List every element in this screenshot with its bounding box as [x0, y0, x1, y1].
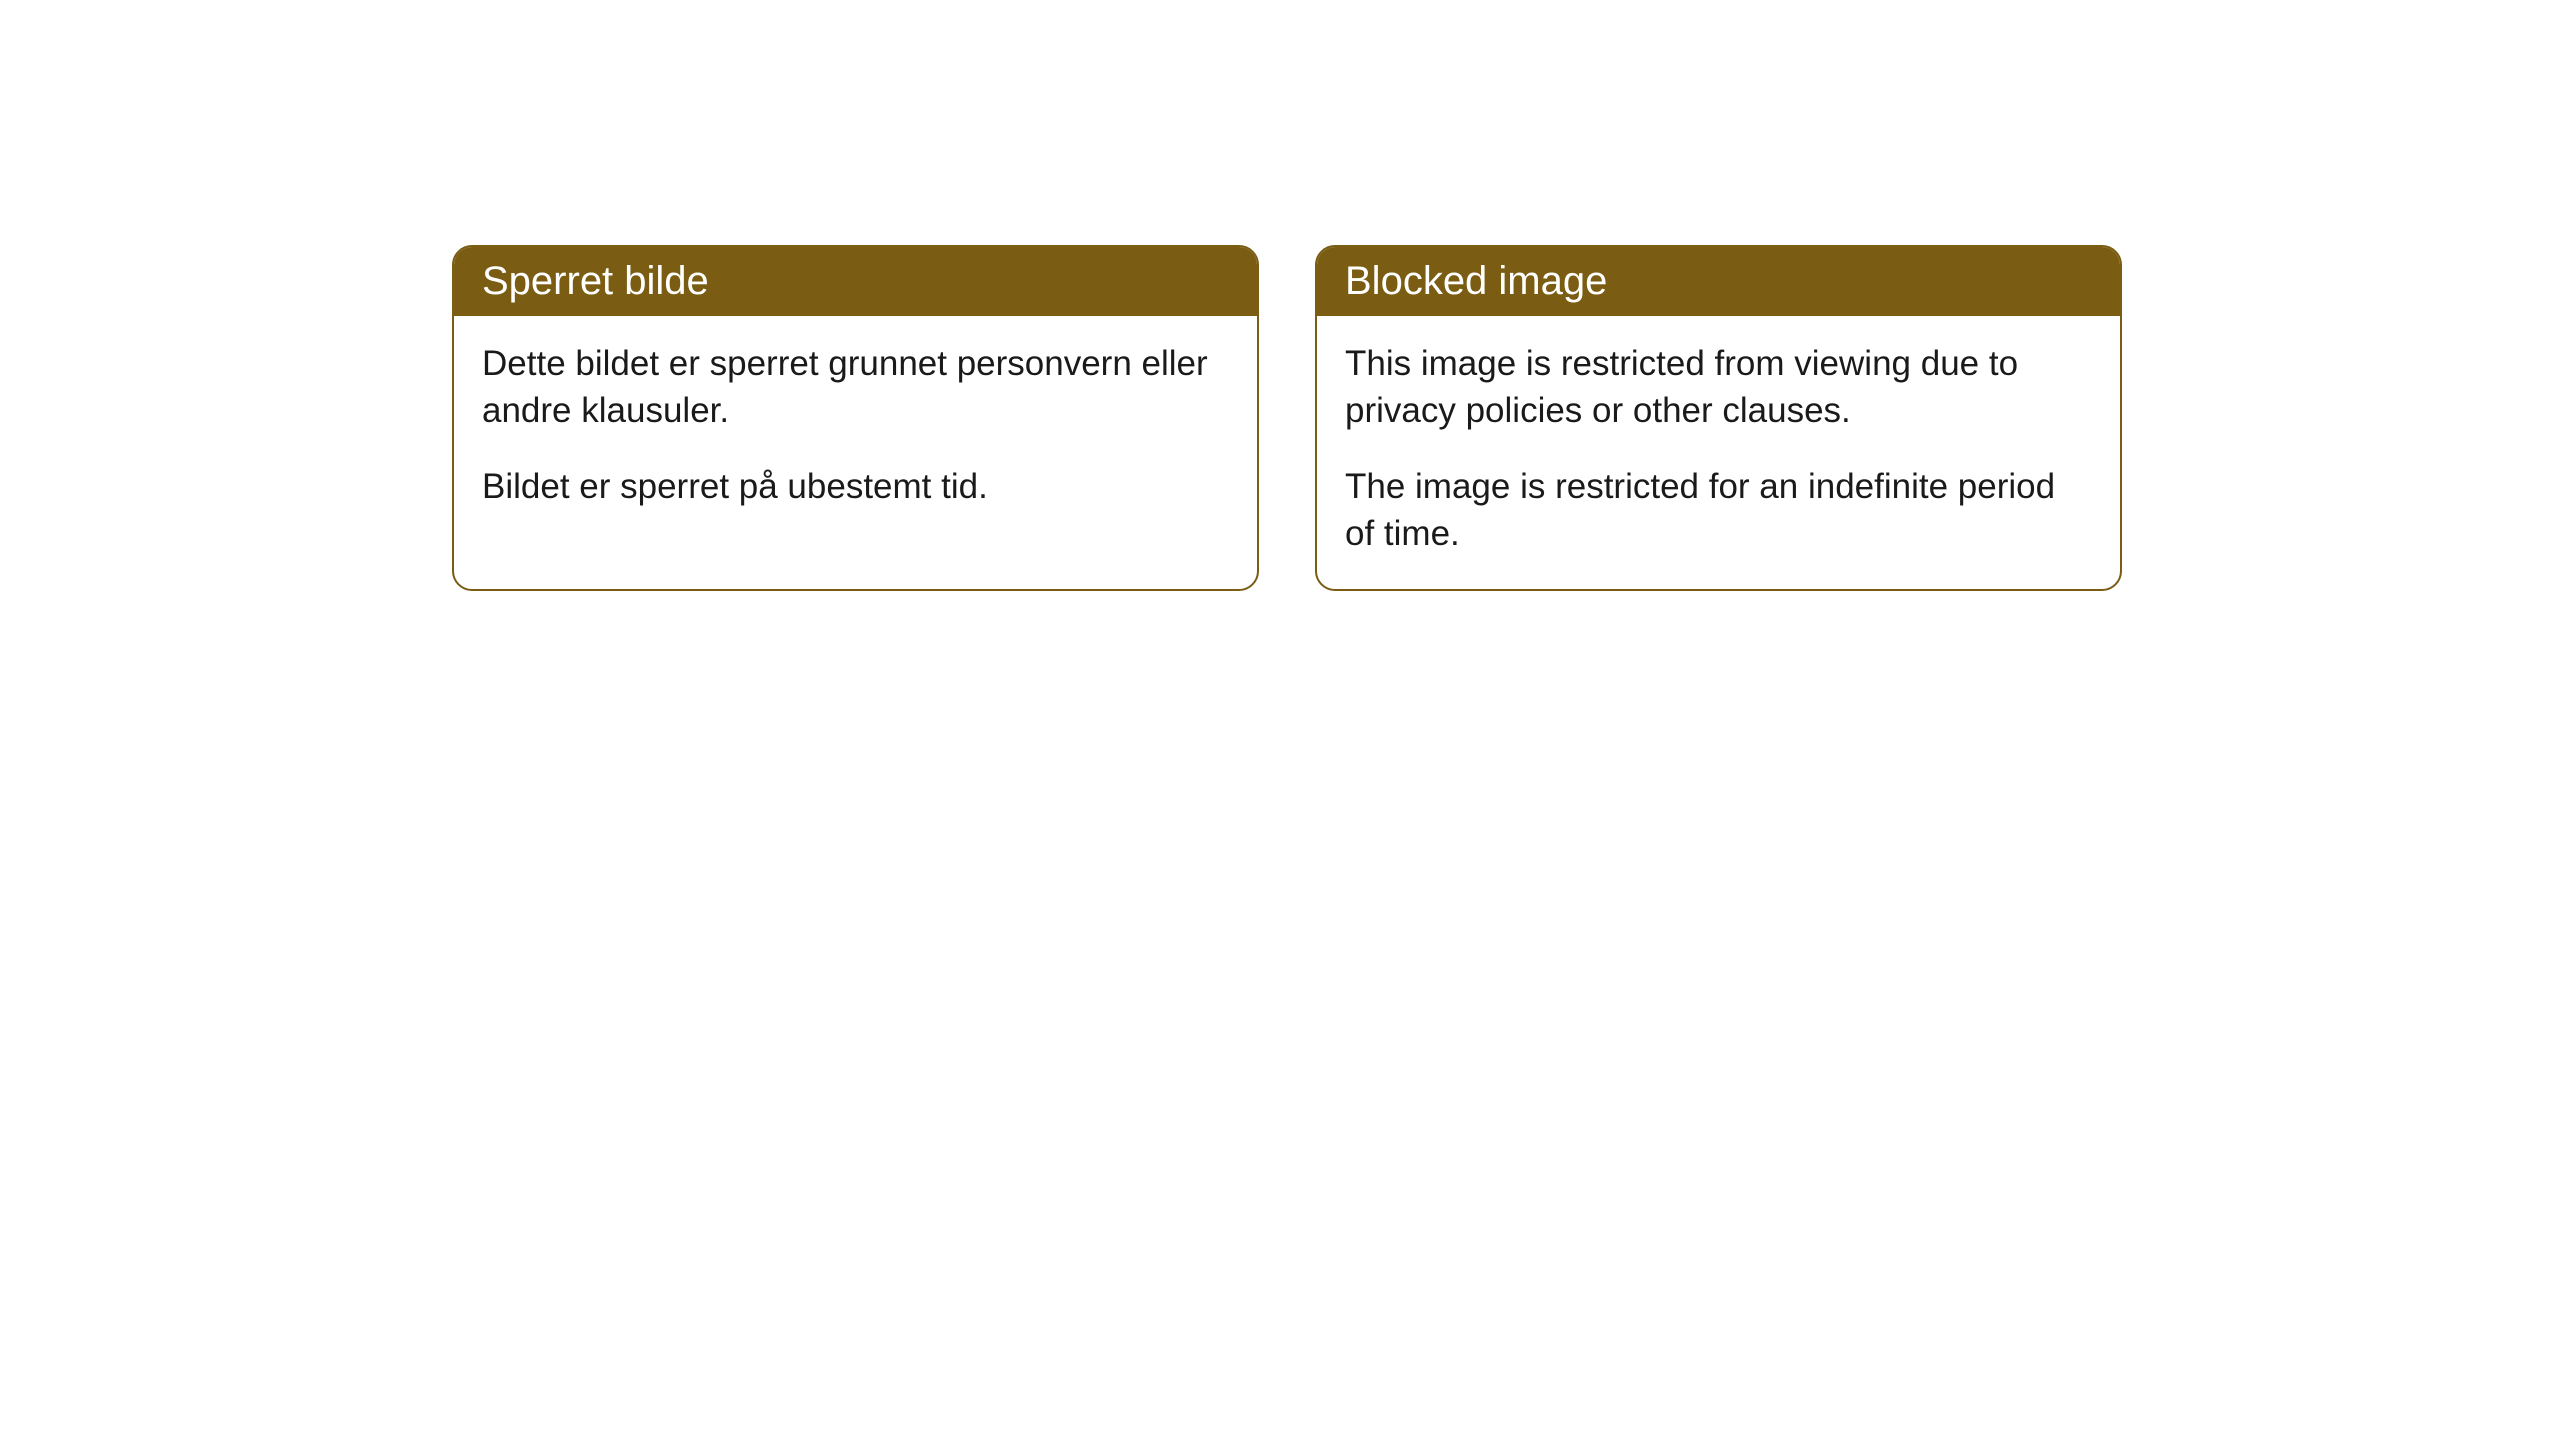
- card-norwegian: Sperret bilde Dette bildet er sperret gr…: [452, 245, 1259, 591]
- card-title: Blocked image: [1345, 259, 1607, 303]
- card-body-norwegian: Dette bildet er sperret grunnet personve…: [454, 316, 1257, 542]
- card-paragraph: Bildet er sperret på ubestemt tid.: [482, 463, 1229, 510]
- cards-container: Sperret bilde Dette bildet er sperret gr…: [452, 245, 2122, 591]
- card-english: Blocked image This image is restricted f…: [1315, 245, 2122, 591]
- card-paragraph: This image is restricted from viewing du…: [1345, 340, 2092, 435]
- card-header-norwegian: Sperret bilde: [454, 247, 1257, 316]
- card-header-english: Blocked image: [1317, 247, 2120, 316]
- card-body-english: This image is restricted from viewing du…: [1317, 316, 2120, 589]
- card-paragraph: The image is restricted for an indefinit…: [1345, 463, 2092, 558]
- card-title: Sperret bilde: [482, 259, 709, 303]
- card-paragraph: Dette bildet er sperret grunnet personve…: [482, 340, 1229, 435]
